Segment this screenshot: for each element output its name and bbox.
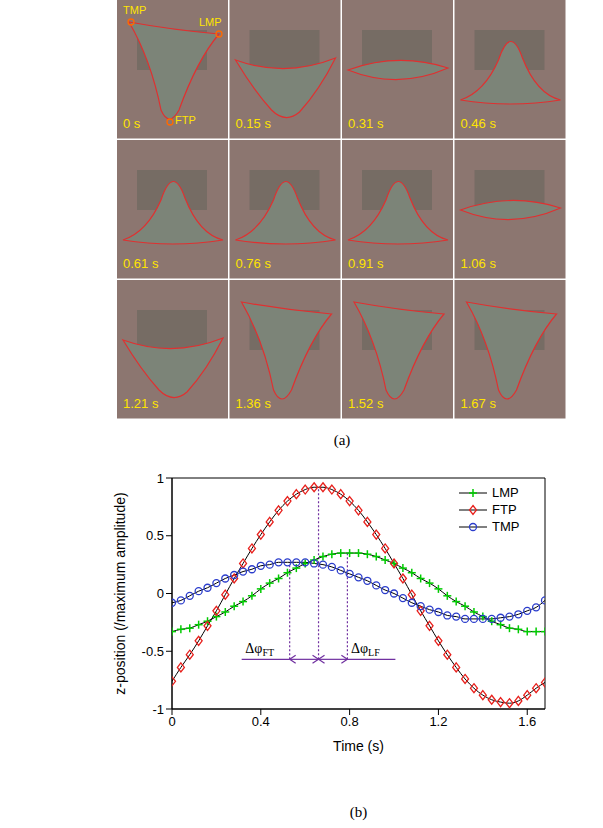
svg-text:0.61 s: 0.61 s <box>123 256 159 271</box>
svg-text:0.8: 0.8 <box>341 714 359 729</box>
svg-text:0.76 s: 0.76 s <box>236 256 272 271</box>
svg-text:0.31 s: 0.31 s <box>348 116 384 131</box>
svg-text:LMP: LMP <box>199 16 222 28</box>
svg-text:0.91 s: 0.91 s <box>348 256 384 271</box>
svg-text:0: 0 <box>168 714 175 729</box>
svg-text:0.46 s: 0.46 s <box>461 116 497 131</box>
svg-text:0 s: 0 s <box>123 116 141 131</box>
html-text:(b): (b) <box>349 804 368 820</box>
svg-text:1.2: 1.2 <box>429 714 447 729</box>
svg-text:Time (s): Time (s) <box>333 738 384 754</box>
html-text:LMP: LMP <box>492 485 519 500</box>
svg-text:ΔφFT: ΔφFT <box>245 641 274 658</box>
svg-text:1.06 s: 1.06 s <box>461 256 497 271</box>
html-text:FTP: FTP <box>492 502 517 517</box>
svg-text:0.5: 0.5 <box>146 528 164 543</box>
svg-text:1.52 s: 1.52 s <box>348 396 384 411</box>
html-text:(a): (a) <box>333 432 351 448</box>
svg-text:-0.5: -0.5 <box>142 644 164 659</box>
svg-text:1.67 s: 1.67 s <box>461 396 497 411</box>
svg-text:1.36 s: 1.36 s <box>236 396 272 411</box>
svg-text:z-position (/maximum amplitude: z-position (/maximum amplitude) <box>112 492 128 694</box>
svg-text:FTP: FTP <box>175 114 196 126</box>
svg-text:1: 1 <box>157 471 164 486</box>
svg-text:ΔφLF: ΔφLF <box>351 641 380 658</box>
svg-text:0.15 s: 0.15 s <box>236 116 272 131</box>
svg-text:1.6: 1.6 <box>518 714 536 729</box>
svg-text:0: 0 <box>157 586 164 601</box>
html-text:TMP: TMP <box>492 519 520 534</box>
svg-text:-1: -1 <box>152 702 164 717</box>
svg-text:1.21 s: 1.21 s <box>123 396 159 411</box>
svg-text:TMP: TMP <box>123 4 146 16</box>
svg-text:0.4: 0.4 <box>252 714 270 729</box>
